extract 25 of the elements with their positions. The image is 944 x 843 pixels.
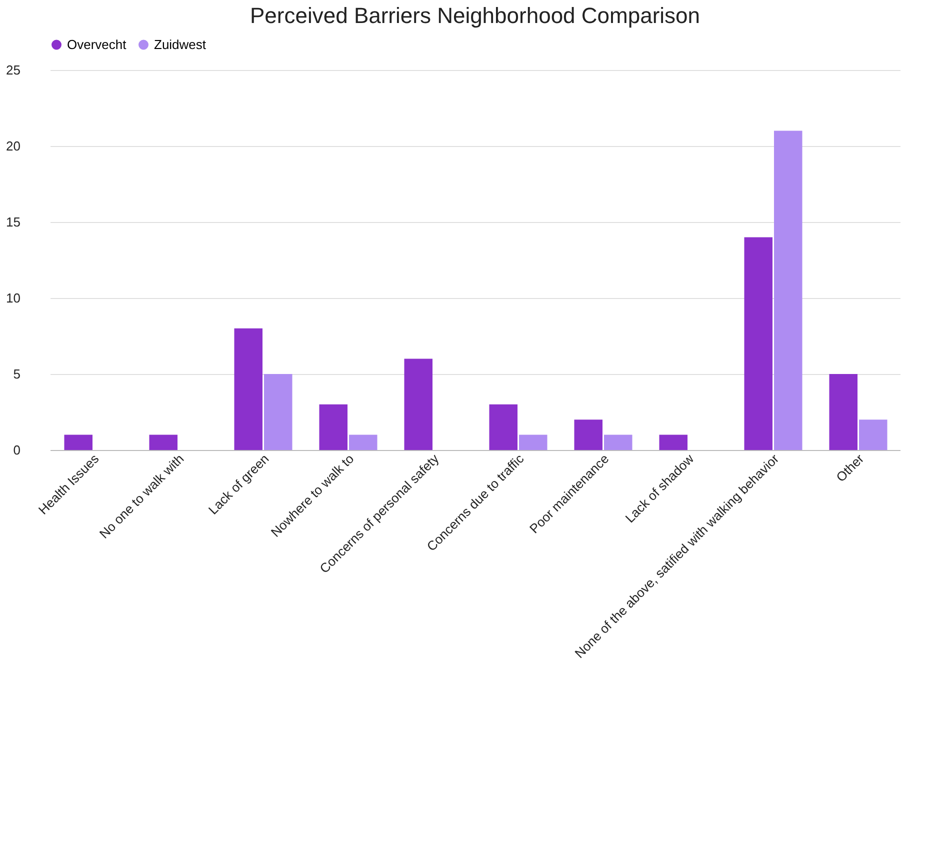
- bar: [574, 420, 602, 450]
- bar: [829, 374, 858, 450]
- y-tick-label: 0: [13, 442, 20, 458]
- bar: [489, 404, 518, 450]
- bar: [659, 434, 688, 450]
- y-tick-label: 20: [6, 138, 20, 154]
- bar: [264, 374, 292, 450]
- y-tick-label: 15: [6, 214, 20, 230]
- chart-title: Perceived Barriers Neighborhood Comparison: [250, 3, 700, 28]
- bar: [744, 237, 772, 450]
- y-tick-label: 10: [6, 290, 20, 306]
- bar: [234, 328, 262, 450]
- bar: [858, 420, 888, 450]
- bar: [64, 434, 92, 450]
- bar: [604, 434, 632, 450]
- bar: [319, 404, 348, 450]
- bar: [348, 434, 378, 450]
- legend-label: Overvecht: [67, 36, 127, 52]
- bar: [774, 130, 802, 450]
- y-tick-label: 5: [13, 366, 20, 382]
- legend-label: Zuidwest: [154, 36, 206, 52]
- bar: [518, 434, 548, 450]
- bar: [404, 358, 432, 450]
- y-tick-label: 25: [6, 62, 20, 78]
- bar: [149, 434, 178, 450]
